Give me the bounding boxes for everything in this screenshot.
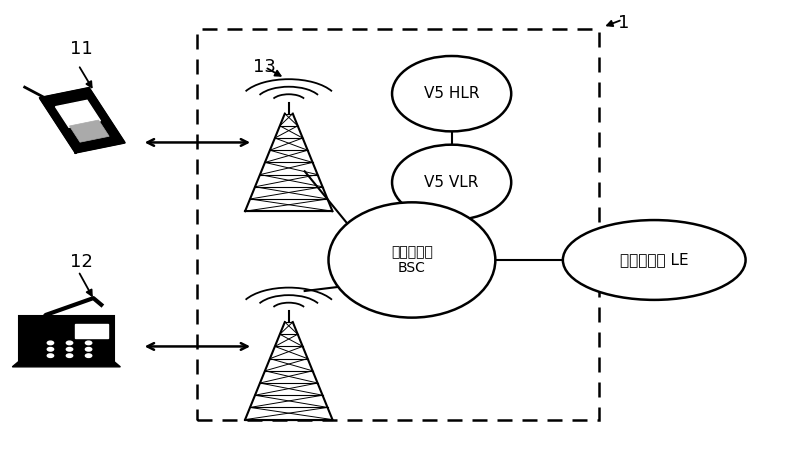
Circle shape bbox=[86, 354, 92, 357]
Text: V5 HLR: V5 HLR bbox=[424, 86, 479, 101]
Circle shape bbox=[86, 341, 92, 345]
Ellipse shape bbox=[329, 202, 495, 317]
Circle shape bbox=[47, 341, 54, 345]
Polygon shape bbox=[40, 88, 124, 152]
Text: 13: 13 bbox=[253, 58, 276, 76]
Text: 1: 1 bbox=[618, 14, 630, 32]
Polygon shape bbox=[12, 356, 120, 367]
Polygon shape bbox=[70, 120, 109, 142]
Circle shape bbox=[66, 354, 73, 357]
Circle shape bbox=[47, 354, 54, 357]
Ellipse shape bbox=[392, 145, 511, 220]
Text: 11: 11 bbox=[70, 40, 93, 58]
Polygon shape bbox=[55, 100, 101, 127]
Ellipse shape bbox=[563, 220, 746, 300]
Ellipse shape bbox=[392, 56, 511, 132]
Circle shape bbox=[66, 348, 73, 351]
Text: 12: 12 bbox=[70, 253, 93, 271]
Text: V5 VLR: V5 VLR bbox=[425, 175, 479, 190]
Polygon shape bbox=[18, 316, 114, 364]
Text: 本地交换机 LE: 本地交换机 LE bbox=[620, 252, 689, 268]
Circle shape bbox=[66, 341, 73, 345]
Circle shape bbox=[86, 348, 92, 351]
FancyBboxPatch shape bbox=[75, 324, 109, 338]
Text: 基站控制器
BSC: 基站控制器 BSC bbox=[391, 245, 433, 275]
Circle shape bbox=[47, 348, 54, 351]
